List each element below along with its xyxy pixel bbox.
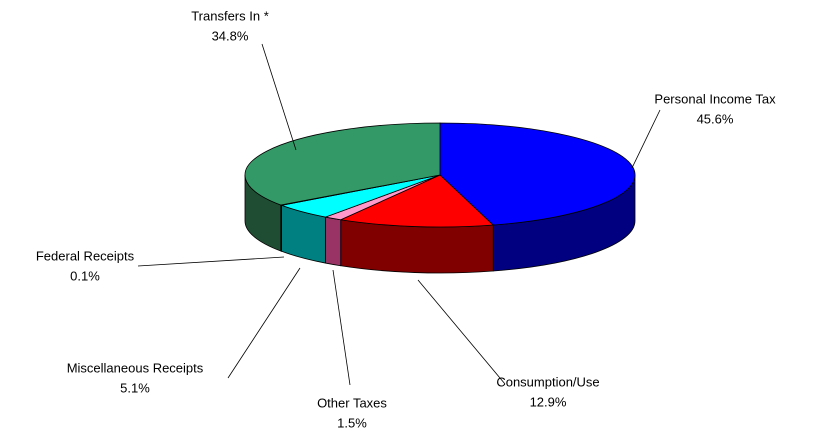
slice-value-label: 12.9% [530,394,567,409]
slice-label: Personal Income Tax [654,91,776,106]
leader-line [137,256,285,267]
slice [339,174,495,228]
leader-line [417,279,506,385]
slice-value-label: 1.5% [337,415,367,430]
slice-side [340,219,494,274]
slice [439,122,636,226]
slice-value-label: 0.1% [70,268,100,283]
slice-side [324,216,342,267]
leader-line [631,109,661,169]
slice-label: Consumption/Use [496,374,599,389]
slice-label: Miscellaneous Receipts [67,360,204,375]
leader-line [261,43,297,151]
slice-label: Transfers In * [191,8,269,23]
leader-line [332,269,351,386]
slice-value-label: 34.8% [212,28,249,43]
slice-label: Federal Receipts [36,248,135,263]
slice-label: Other Taxes [317,395,387,410]
slice-value-label: 5.1% [120,380,150,395]
leader-line [227,267,301,379]
slice-value-label: 45.6% [697,111,734,126]
